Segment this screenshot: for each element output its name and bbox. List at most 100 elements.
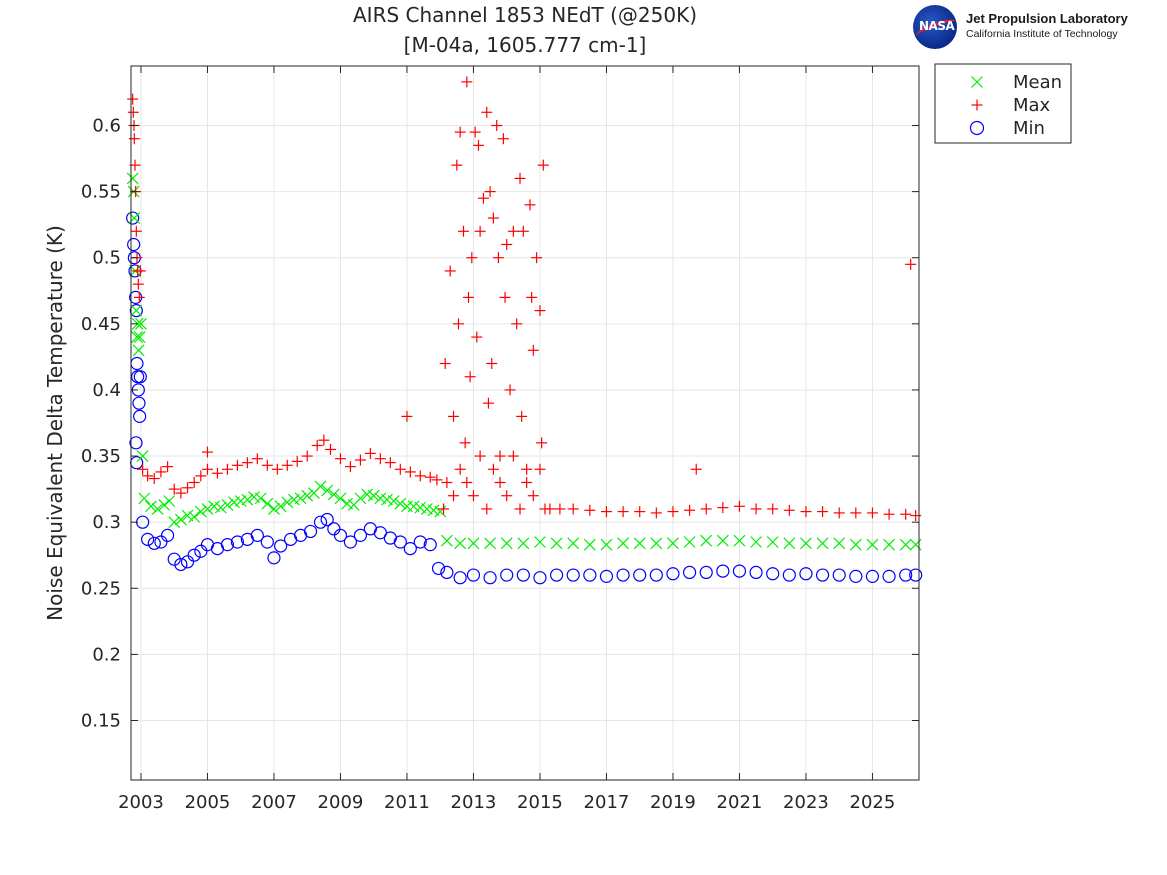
data-point-max — [487, 212, 499, 224]
data-point-mean — [268, 503, 280, 515]
data-point-max — [486, 358, 498, 369]
data-point-mean — [816, 537, 829, 550]
nasa-emblem-icon: NASA — [913, 5, 958, 49]
data-point-max — [501, 490, 513, 502]
data-point-max — [526, 291, 538, 303]
data-point-max — [431, 474, 443, 486]
data-point-max — [507, 225, 519, 237]
data-point-max — [733, 500, 745, 512]
data-point-min — [882, 569, 896, 583]
data-point-max — [567, 503, 579, 515]
data-point-max — [127, 93, 139, 105]
data-point-max — [301, 450, 313, 462]
data-point-max — [469, 126, 481, 138]
data-point-mean — [314, 480, 327, 493]
data-point-mean — [135, 317, 147, 330]
data-point-min — [440, 565, 454, 580]
data-point-max — [251, 453, 263, 465]
data-point-max — [241, 457, 253, 469]
data-point-max — [471, 331, 483, 343]
data-point-max — [201, 446, 213, 458]
data-point-max — [414, 470, 426, 482]
data-point-max — [767, 503, 779, 515]
data-point-max — [291, 455, 303, 467]
data-point-max — [271, 463, 283, 475]
data-point-max — [527, 490, 539, 502]
data-point-mean — [716, 534, 729, 547]
data-point-min — [633, 568, 647, 582]
data-point-min — [333, 528, 348, 542]
x-tick-label: 2007 — [251, 792, 297, 813]
data-point-min — [250, 528, 264, 542]
data-point-max — [536, 437, 548, 449]
data-point-min — [141, 532, 155, 546]
y-tick-label: 0.25 — [81, 578, 121, 599]
data-point-max — [534, 463, 546, 475]
data-point-min — [132, 396, 146, 410]
data-point-max — [132, 278, 144, 290]
data-point-max — [457, 225, 469, 237]
data-point-max — [481, 503, 493, 515]
data-point-min — [220, 538, 235, 552]
data-point-max — [487, 463, 499, 475]
data-point-mean — [899, 538, 912, 551]
data-point-mean — [849, 538, 862, 551]
data-point-min — [815, 568, 830, 582]
data-point-max — [491, 120, 503, 131]
data-point-mean — [617, 537, 630, 550]
data-point-min — [167, 552, 181, 566]
x-tick-label: 2003 — [118, 792, 164, 813]
data-point-mean — [281, 496, 294, 509]
data-point-max — [424, 471, 436, 483]
axes-frame — [130, 65, 920, 781]
chart-title: AIRS Channel 1853 NEdT (@250K) — [353, 3, 697, 27]
data-point-max — [717, 502, 729, 514]
data-point-min — [230, 535, 244, 549]
data-point-max — [484, 186, 496, 198]
data-point-mean — [327, 488, 340, 501]
data-point-mean — [766, 536, 779, 548]
data-point-mean — [254, 492, 267, 505]
data-point-mean — [241, 493, 254, 506]
y-tick-label: 0.15 — [81, 711, 121, 732]
legend-box — [934, 63, 1072, 144]
data-point-max — [910, 510, 922, 522]
data-point-min — [865, 569, 880, 583]
data-point-min — [423, 538, 437, 552]
data-point-max — [334, 453, 346, 465]
data-point-min — [343, 535, 358, 549]
data-point-min — [516, 568, 530, 582]
data-point-max — [700, 503, 712, 515]
data-point-max — [514, 503, 526, 515]
data-point-mean — [517, 537, 530, 550]
data-point-min — [187, 548, 201, 562]
data-point-max — [481, 106, 493, 118]
data-point-mean — [214, 501, 227, 514]
data-point-max — [453, 318, 465, 330]
y-tick-label: 0.55 — [81, 182, 121, 203]
data-point-mean — [334, 492, 347, 505]
y-tick-label: 0.35 — [81, 446, 121, 467]
data-point-mean — [800, 537, 812, 550]
data-point-min — [129, 436, 143, 450]
chart-subtitle: [M-04a, 1605.777 cm-1] — [404, 33, 647, 57]
data-point-mean — [168, 516, 181, 529]
data-point-mean — [158, 499, 171, 511]
data-point-min — [413, 535, 427, 549]
data-point-max — [537, 159, 549, 171]
data-point-mean — [221, 499, 234, 511]
x-tick-label: 2005 — [185, 792, 231, 813]
data-point-max — [494, 477, 506, 488]
data-point-mean — [145, 500, 157, 513]
data-point-mean — [550, 537, 563, 550]
legend-marker-max — [971, 99, 983, 111]
data-point-mean — [321, 484, 334, 497]
data-point-min — [453, 571, 467, 585]
data-point-max — [497, 133, 509, 145]
legend-label: Min — [1013, 118, 1045, 139]
data-point-mean — [274, 500, 287, 513]
data-point-mean — [138, 492, 151, 505]
data-point-max — [554, 503, 566, 515]
legend-item-min: Min — [969, 118, 1045, 139]
